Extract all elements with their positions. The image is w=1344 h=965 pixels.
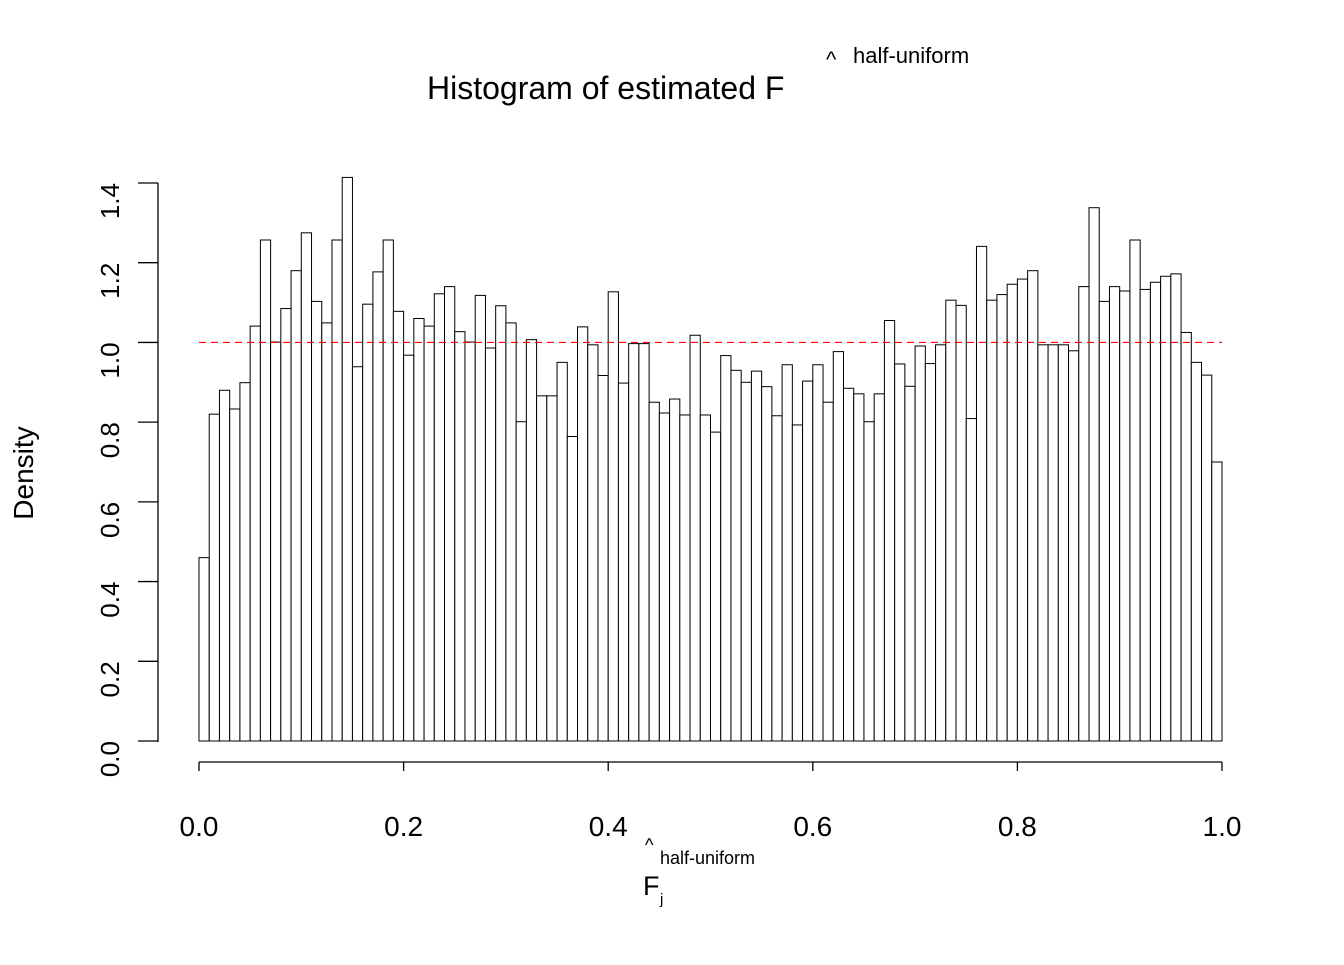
svg-text:^: ^ [645, 835, 654, 855]
svg-text:0.4: 0.4 [95, 582, 125, 618]
svg-text:Density: Density [8, 426, 39, 519]
svg-text:0.0: 0.0 [180, 811, 219, 842]
svg-text:0.8: 0.8 [998, 811, 1037, 842]
svg-text:F: F [643, 871, 660, 901]
svg-text:1.0: 1.0 [1203, 811, 1242, 842]
svg-text:half-uniform: half-uniform [660, 848, 755, 868]
svg-text:0.6: 0.6 [793, 811, 832, 842]
svg-text:0.6: 0.6 [95, 502, 125, 538]
svg-text:1.4: 1.4 [95, 183, 125, 219]
svg-text:half-uniform: half-uniform [853, 43, 969, 68]
svg-text:^: ^ [826, 47, 837, 72]
svg-text:0.2: 0.2 [95, 661, 125, 697]
svg-text:0.8: 0.8 [95, 422, 125, 458]
svg-text:j: j [659, 891, 663, 908]
svg-text:0.0: 0.0 [95, 741, 125, 777]
svg-text:0.2: 0.2 [384, 811, 423, 842]
svg-text:1.0: 1.0 [95, 342, 125, 378]
svg-text:0.4: 0.4 [589, 811, 628, 842]
svg-text:Histogram of estimated F: Histogram of estimated F [427, 70, 784, 106]
svg-text:1.2: 1.2 [95, 263, 125, 299]
